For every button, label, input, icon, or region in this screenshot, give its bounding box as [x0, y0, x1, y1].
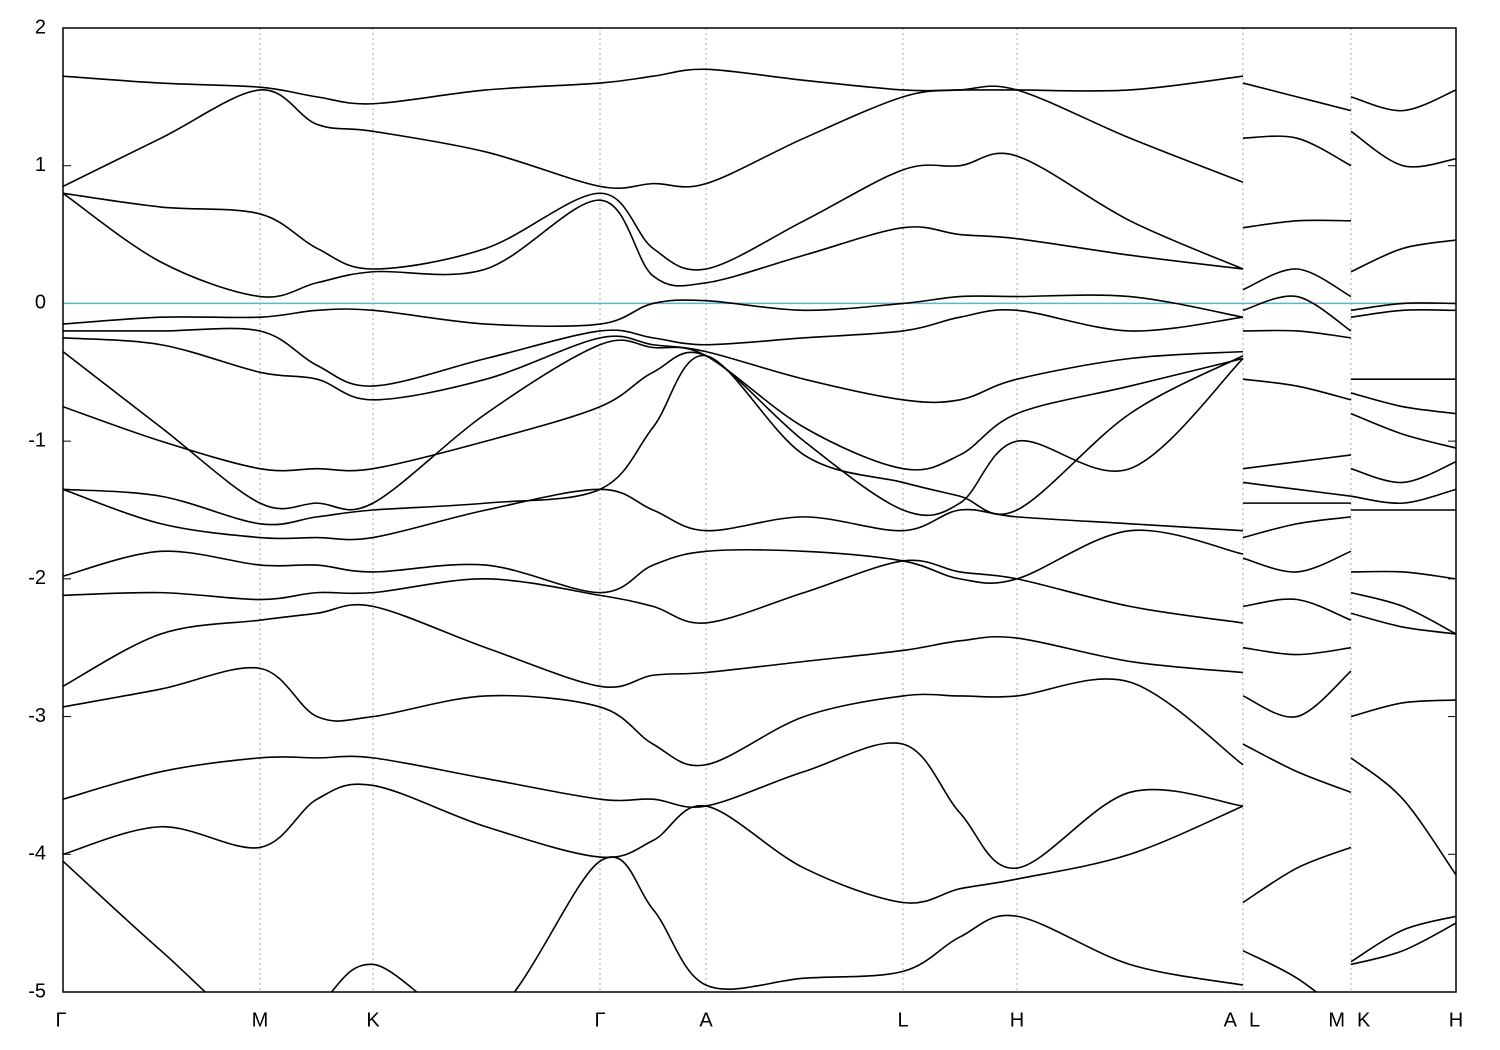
band — [63, 294, 1456, 332]
x-tick-label: L — [1249, 1009, 1260, 1031]
grid — [63, 27, 1456, 993]
x-tick-label: L — [897, 1009, 908, 1031]
y-tick-label: 0 — [35, 292, 46, 314]
band — [63, 559, 1456, 635]
y-tick-label: -2 — [28, 567, 46, 589]
band — [63, 335, 1456, 415]
bands — [63, 68, 1456, 992]
band — [63, 309, 1456, 387]
y-tick-label: -5 — [28, 980, 46, 1002]
band — [63, 603, 1456, 689]
band — [63, 666, 1456, 767]
x-tick-label: Γ — [594, 1009, 605, 1031]
y-tick-label: -4 — [28, 843, 46, 865]
x-tick-label: A — [1224, 1009, 1238, 1031]
x-tick-label: M — [1328, 1009, 1345, 1031]
y-tick-label: 1 — [35, 154, 46, 176]
x-tick-label: K — [1357, 1009, 1371, 1031]
x-tick-label: K — [366, 1009, 380, 1031]
labels: 210-1-2-3-4-5Γ M K Γ A L H A L M K H — [28, 16, 1463, 1031]
band — [63, 351, 1456, 517]
band — [63, 192, 1456, 312]
band — [63, 68, 1456, 112]
plot-frame — [62, 27, 1457, 993]
band — [63, 488, 1456, 541]
band — [63, 783, 1456, 963]
y-tick-label: -1 — [28, 429, 46, 451]
band — [63, 354, 1456, 526]
x-tick-label: H — [1449, 1009, 1463, 1031]
band — [63, 529, 1456, 594]
y-tick-label: 2 — [35, 16, 46, 38]
band — [63, 152, 1456, 273]
y-tick-label: -3 — [28, 705, 46, 727]
band — [63, 742, 1456, 876]
x-tick-label: Γ — [55, 1009, 66, 1031]
band — [63, 856, 1456, 992]
band — [63, 339, 1456, 511]
x-tick-label: H — [1010, 1009, 1024, 1031]
x-tick-label: M — [252, 1009, 269, 1031]
x-tick-label: A — [699, 1009, 713, 1031]
band — [63, 85, 1456, 190]
